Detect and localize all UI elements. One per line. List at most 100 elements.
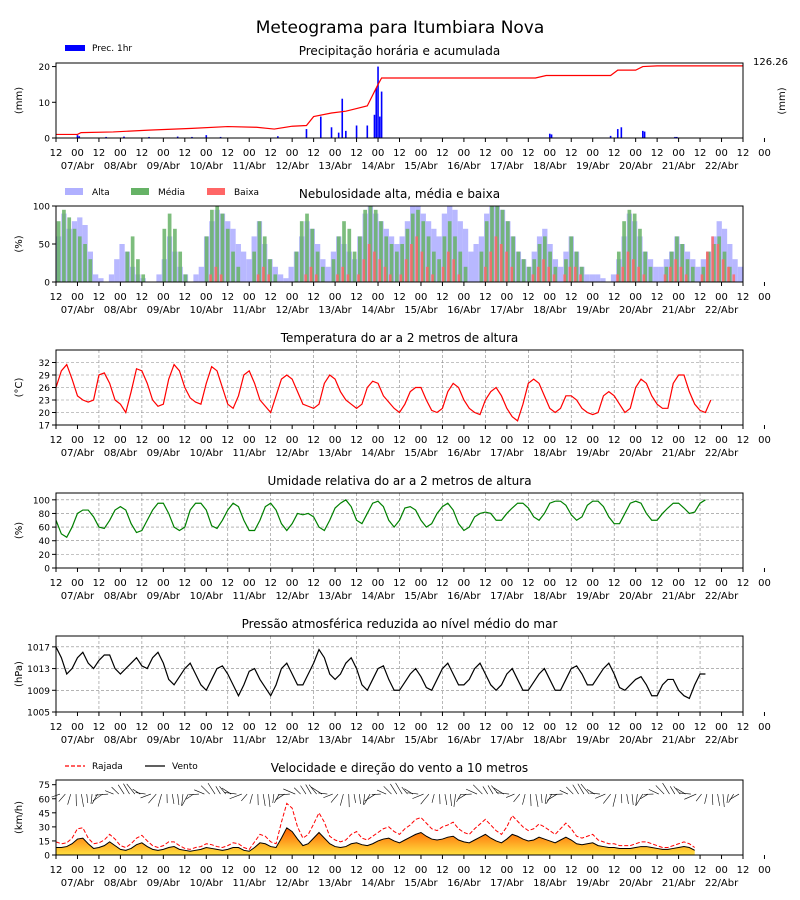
cloud-bar-alta — [462, 228, 469, 282]
cloud-bar-baixa — [552, 274, 556, 282]
date-label: 21/Abr — [662, 878, 696, 889]
cloud-bar-média — [648, 266, 653, 282]
date-label: 13/Abr — [318, 591, 352, 602]
x-tick-label: 00 — [415, 292, 428, 303]
panel-title: Velocidade e direção do vento a 10 metro… — [271, 761, 528, 775]
date-label: 14/Abr — [361, 305, 395, 316]
cloud-bar-média — [88, 259, 93, 282]
x-tick-label: 00 — [243, 865, 256, 876]
cloud-bar-média — [532, 259, 537, 282]
precip-bar — [377, 66, 379, 138]
x-tick-label: 12 — [307, 722, 320, 733]
x-tick-label: 12 — [436, 578, 449, 589]
date-label: 22/Abr — [705, 448, 739, 459]
x-tick-label: 12 — [737, 435, 750, 446]
x-tick-label: 00 — [586, 435, 599, 446]
x-tick-label: 12 — [393, 148, 406, 159]
date-label: 18/Abr — [533, 591, 567, 602]
x-tick-label: 00 — [543, 148, 556, 159]
cloud-bar-alta — [193, 274, 199, 282]
y-axis-label: (mm) — [14, 87, 25, 114]
cloud-bar-alta — [737, 266, 743, 282]
date-label: 09/Abr — [147, 305, 181, 316]
date-label: 12/Abr — [275, 878, 309, 889]
date-label: 17/Abr — [490, 448, 524, 459]
panel-1: Precipitação horária e acumulada 126.26 (m… — [14, 44, 788, 172]
date-label: 14/Abr — [361, 161, 395, 172]
date-label: 20/Abr — [619, 305, 653, 316]
wind-arrow — [371, 793, 381, 795]
x-tick-label: 12 — [178, 435, 191, 446]
cloud-bar-alta — [468, 251, 474, 282]
x-tick-label: 12 — [307, 578, 320, 589]
date-label: 12/Abr — [275, 448, 309, 459]
wind-arrow — [728, 793, 734, 803]
wind-arrow — [729, 793, 740, 800]
x-tick-label: 00 — [200, 148, 213, 159]
x-tick-label: 12 — [221, 292, 234, 303]
date-label: 22/Abr — [705, 161, 739, 172]
y-axis-label: (km/h) — [14, 801, 25, 834]
wind-arrow — [189, 793, 200, 796]
date-label: 10/Abr — [190, 161, 224, 172]
x-tick-label: 12 — [136, 292, 149, 303]
precip-bar — [355, 125, 358, 138]
cloud-bar-baixa — [616, 274, 619, 282]
wind-arrow — [224, 792, 237, 795]
date-label: 08/Abr — [104, 878, 138, 889]
date-label: 14/Abr — [361, 591, 395, 602]
wind-arrow — [277, 793, 290, 796]
accumulated-line — [56, 65, 743, 136]
cloud-bar-baixa — [431, 274, 434, 282]
cloud-bar-baixa — [209, 274, 212, 282]
cloud-bar-média — [569, 236, 574, 282]
cloud-bar-média — [352, 251, 357, 282]
wind-arrow — [726, 794, 729, 804]
cloud-bar-média — [173, 228, 177, 282]
series-line — [55, 646, 706, 700]
x-tick-label: 12 — [694, 865, 707, 876]
cloud-bar-baixa — [669, 266, 672, 282]
wind-arrow — [348, 794, 350, 808]
x-tick-label: 12 — [350, 722, 363, 733]
date-label: 19/Abr — [576, 448, 610, 459]
x-tick-label: 00 — [458, 292, 471, 303]
date-label: 10/Abr — [190, 448, 224, 459]
cloud-bar-baixa — [362, 259, 366, 282]
cloud-bar-média — [262, 236, 267, 282]
wind-arrow — [283, 788, 296, 795]
cloud-bar-alta — [114, 259, 120, 282]
date-label: 11/Abr — [233, 735, 267, 746]
x-tick-label: 12 — [307, 865, 320, 876]
x-tick-label: 00 — [157, 578, 170, 589]
x-tick-label: 00 — [629, 292, 642, 303]
x-tick-label: 00 — [243, 435, 256, 446]
date-label: 15/Abr — [404, 878, 438, 889]
cloud-bar-média — [204, 236, 209, 282]
cloud-bar-média — [342, 221, 346, 282]
wind-arrow — [482, 786, 488, 795]
date-label: 11/Abr — [233, 448, 267, 459]
wind-arrow — [181, 793, 189, 806]
cloud-bar-baixa — [262, 266, 265, 282]
precip-bar — [380, 91, 383, 138]
wind-arrow — [272, 794, 275, 804]
x-tick-label: 00 — [758, 722, 771, 733]
cloud-bar-média — [220, 213, 225, 282]
wind-arrow — [249, 793, 253, 804]
x-tick-label: 12 — [651, 578, 664, 589]
date-label: 07/Abr — [61, 305, 95, 316]
wind-arrow — [612, 793, 617, 807]
wind-arrow — [126, 783, 136, 795]
date-label: 09/Abr — [147, 161, 181, 172]
x-tick-label: 12 — [307, 435, 320, 446]
y-tick-label: 15 — [39, 837, 50, 847]
x-tick-label: 12 — [350, 435, 363, 446]
x-tick-label: 12 — [737, 865, 750, 876]
x-tick-label: 00 — [243, 148, 256, 159]
wind-arrow — [390, 783, 398, 795]
legend-label: Baixa — [234, 188, 259, 198]
wind-arrow — [473, 784, 483, 795]
x-tick-label: 12 — [264, 578, 277, 589]
